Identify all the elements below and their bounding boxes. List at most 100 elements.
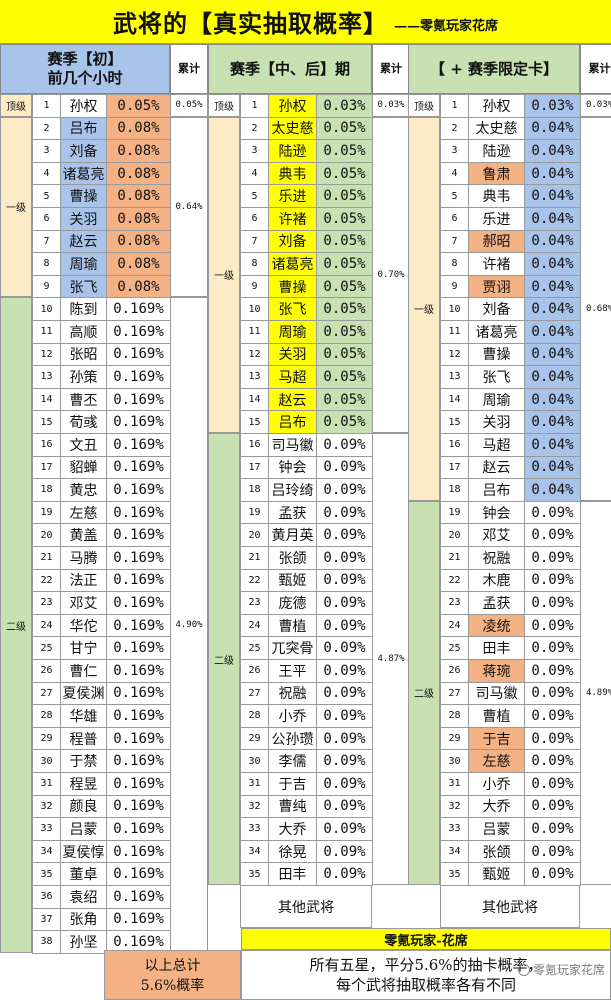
draw-probability: 0.09% (524, 659, 581, 683)
general-name: 司马徽 (268, 433, 317, 457)
table-row: 4 典韦 0.05% (240, 161, 373, 186)
row-number: 5 (240, 184, 269, 208)
draw-probability: 0.04% (524, 455, 581, 480)
row-number: 31 (32, 772, 61, 796)
row-number: 31 (240, 772, 269, 796)
general-name: 赵云 (60, 229, 107, 254)
general-name: 赵云 (268, 387, 317, 412)
general-name: 孙权 (60, 94, 107, 118)
table-row: 18 黄忠 0.169% (32, 478, 171, 502)
general-name: 荀彧 (60, 410, 107, 434)
table-row: 25 兀突骨 0.09% (240, 636, 373, 660)
general-name: 周瑜 (268, 320, 317, 344)
draw-probability: 0.169% (106, 930, 171, 954)
general-name: 黄盖 (60, 523, 107, 547)
table-row: 1 孙权 0.03% (440, 94, 581, 118)
draw-probability: 0.169% (106, 862, 171, 886)
table-row: 20 黄盖 0.169% (32, 523, 171, 547)
table-row: 29 公孙瓒 0.09% (240, 726, 373, 751)
general-name: 华雄 (60, 704, 107, 728)
row-number: 10 (32, 297, 61, 321)
row-number: 30 (440, 749, 469, 773)
row-number: 4 (240, 161, 269, 186)
note-box: 所有五星，平分5.6%的抽卡概率， 每个武将抽取概率各有不同 (241, 950, 611, 1000)
row-number: 14 (440, 387, 469, 412)
row-number: 4 (32, 161, 61, 186)
row-number: 16 (240, 433, 269, 457)
watermark: 零氪玩家花席 (517, 961, 605, 978)
draw-probability: 0.09% (316, 659, 373, 683)
general-name: 乐进 (268, 184, 317, 208)
row-number: 25 (240, 636, 269, 660)
draw-probability: 0.04% (524, 161, 581, 186)
table-row: 21 祝融 0.09% (440, 546, 581, 570)
tier-sum: 0.68% (580, 116, 611, 501)
table-row: 22 甄姬 0.09% (240, 568, 373, 593)
table-row: 7 赵云 0.08% (32, 229, 171, 254)
draw-probability: 0.09% (524, 591, 581, 615)
table-row: 30 于禁 0.169% (32, 749, 171, 773)
draw-probability: 0.04% (524, 274, 581, 299)
general-name: 张昭 (60, 342, 107, 367)
draw-probability: 0.09% (316, 794, 373, 819)
draw-probability: 0.09% (316, 726, 373, 751)
table-row: 30 左慈 0.09% (440, 749, 581, 773)
section-header-line: 赛季【中、后】期 (229, 59, 350, 78)
draw-probability: 0.05% (316, 184, 373, 208)
draw-probability: 0.09% (316, 613, 373, 638)
row-number: 12 (240, 342, 269, 367)
row-number: 36 (32, 885, 61, 909)
draw-probability: 0.04% (524, 410, 581, 434)
table-row: 9 曹操 0.05% (240, 274, 373, 299)
row-number: 24 (32, 613, 61, 638)
draw-probability: 0.169% (106, 681, 171, 706)
draw-probability: 0.169% (106, 478, 171, 502)
draw-probability: 0.09% (524, 500, 581, 525)
draw-probability: 0.09% (316, 772, 373, 796)
tier-label: 二级 (208, 433, 240, 885)
draw-probability: 0.09% (316, 681, 373, 706)
general-name: 吕布 (268, 410, 317, 434)
draw-probability: 0.05% (106, 94, 171, 118)
draw-probability: 0.169% (106, 387, 171, 412)
row-number: 18 (32, 478, 61, 502)
row-number: 25 (440, 636, 469, 660)
draw-probability: 0.08% (106, 139, 171, 163)
general-name: 鲁肃 (468, 161, 525, 186)
table-row: 26 蒋琬 0.09% (440, 659, 581, 683)
general-name: 吕玲绮 (268, 478, 317, 502)
table-row: 31 于吉 0.09% (240, 772, 373, 796)
row-number: 14 (32, 387, 61, 412)
table-row: 16 文丑 0.169% (32, 433, 171, 457)
general-name: 高顺 (60, 320, 107, 344)
wechat-icon (517, 963, 530, 976)
table-row: 19 左慈 0.169% (32, 500, 171, 525)
table-row: 34 夏侯惇 0.169% (32, 839, 171, 864)
table-row: 19 孟获 0.09% (240, 500, 373, 525)
row-number: 3 (440, 139, 469, 163)
table-row: 11 周瑜 0.05% (240, 320, 373, 344)
sum-header: 累计 (170, 44, 208, 94)
title-main: 武将的【真实抽取概率】 (112, 9, 388, 38)
general-name: 庞德 (268, 591, 317, 615)
table-row: 24 凌统 0.09% (440, 613, 581, 638)
draw-probability: 0.05% (316, 410, 373, 434)
row-number: 20 (240, 523, 269, 547)
draw-probability: 0.08% (106, 161, 171, 186)
table-row: 28 小乔 0.09% (240, 704, 373, 728)
table-row: 23 庞德 0.09% (240, 591, 373, 615)
general-name: 华佗 (60, 613, 107, 638)
row-number: 9 (240, 274, 269, 299)
row-number: 28 (240, 704, 269, 728)
general-name: 蒋琬 (468, 659, 525, 683)
draw-probability: 0.05% (316, 274, 373, 299)
row-number: 32 (240, 794, 269, 819)
row-number: 9 (32, 274, 61, 299)
draw-probability: 0.169% (106, 455, 171, 480)
general-name: 大乔 (268, 817, 317, 841)
draw-probability: 0.04% (524, 116, 581, 141)
table-row: 19 钟会 0.09% (440, 500, 581, 525)
table-row: 10 刘备 0.04% (440, 297, 581, 321)
table-row: 37 张角 0.169% (32, 907, 171, 932)
table-row: 3 陆逊 0.05% (240, 139, 373, 163)
